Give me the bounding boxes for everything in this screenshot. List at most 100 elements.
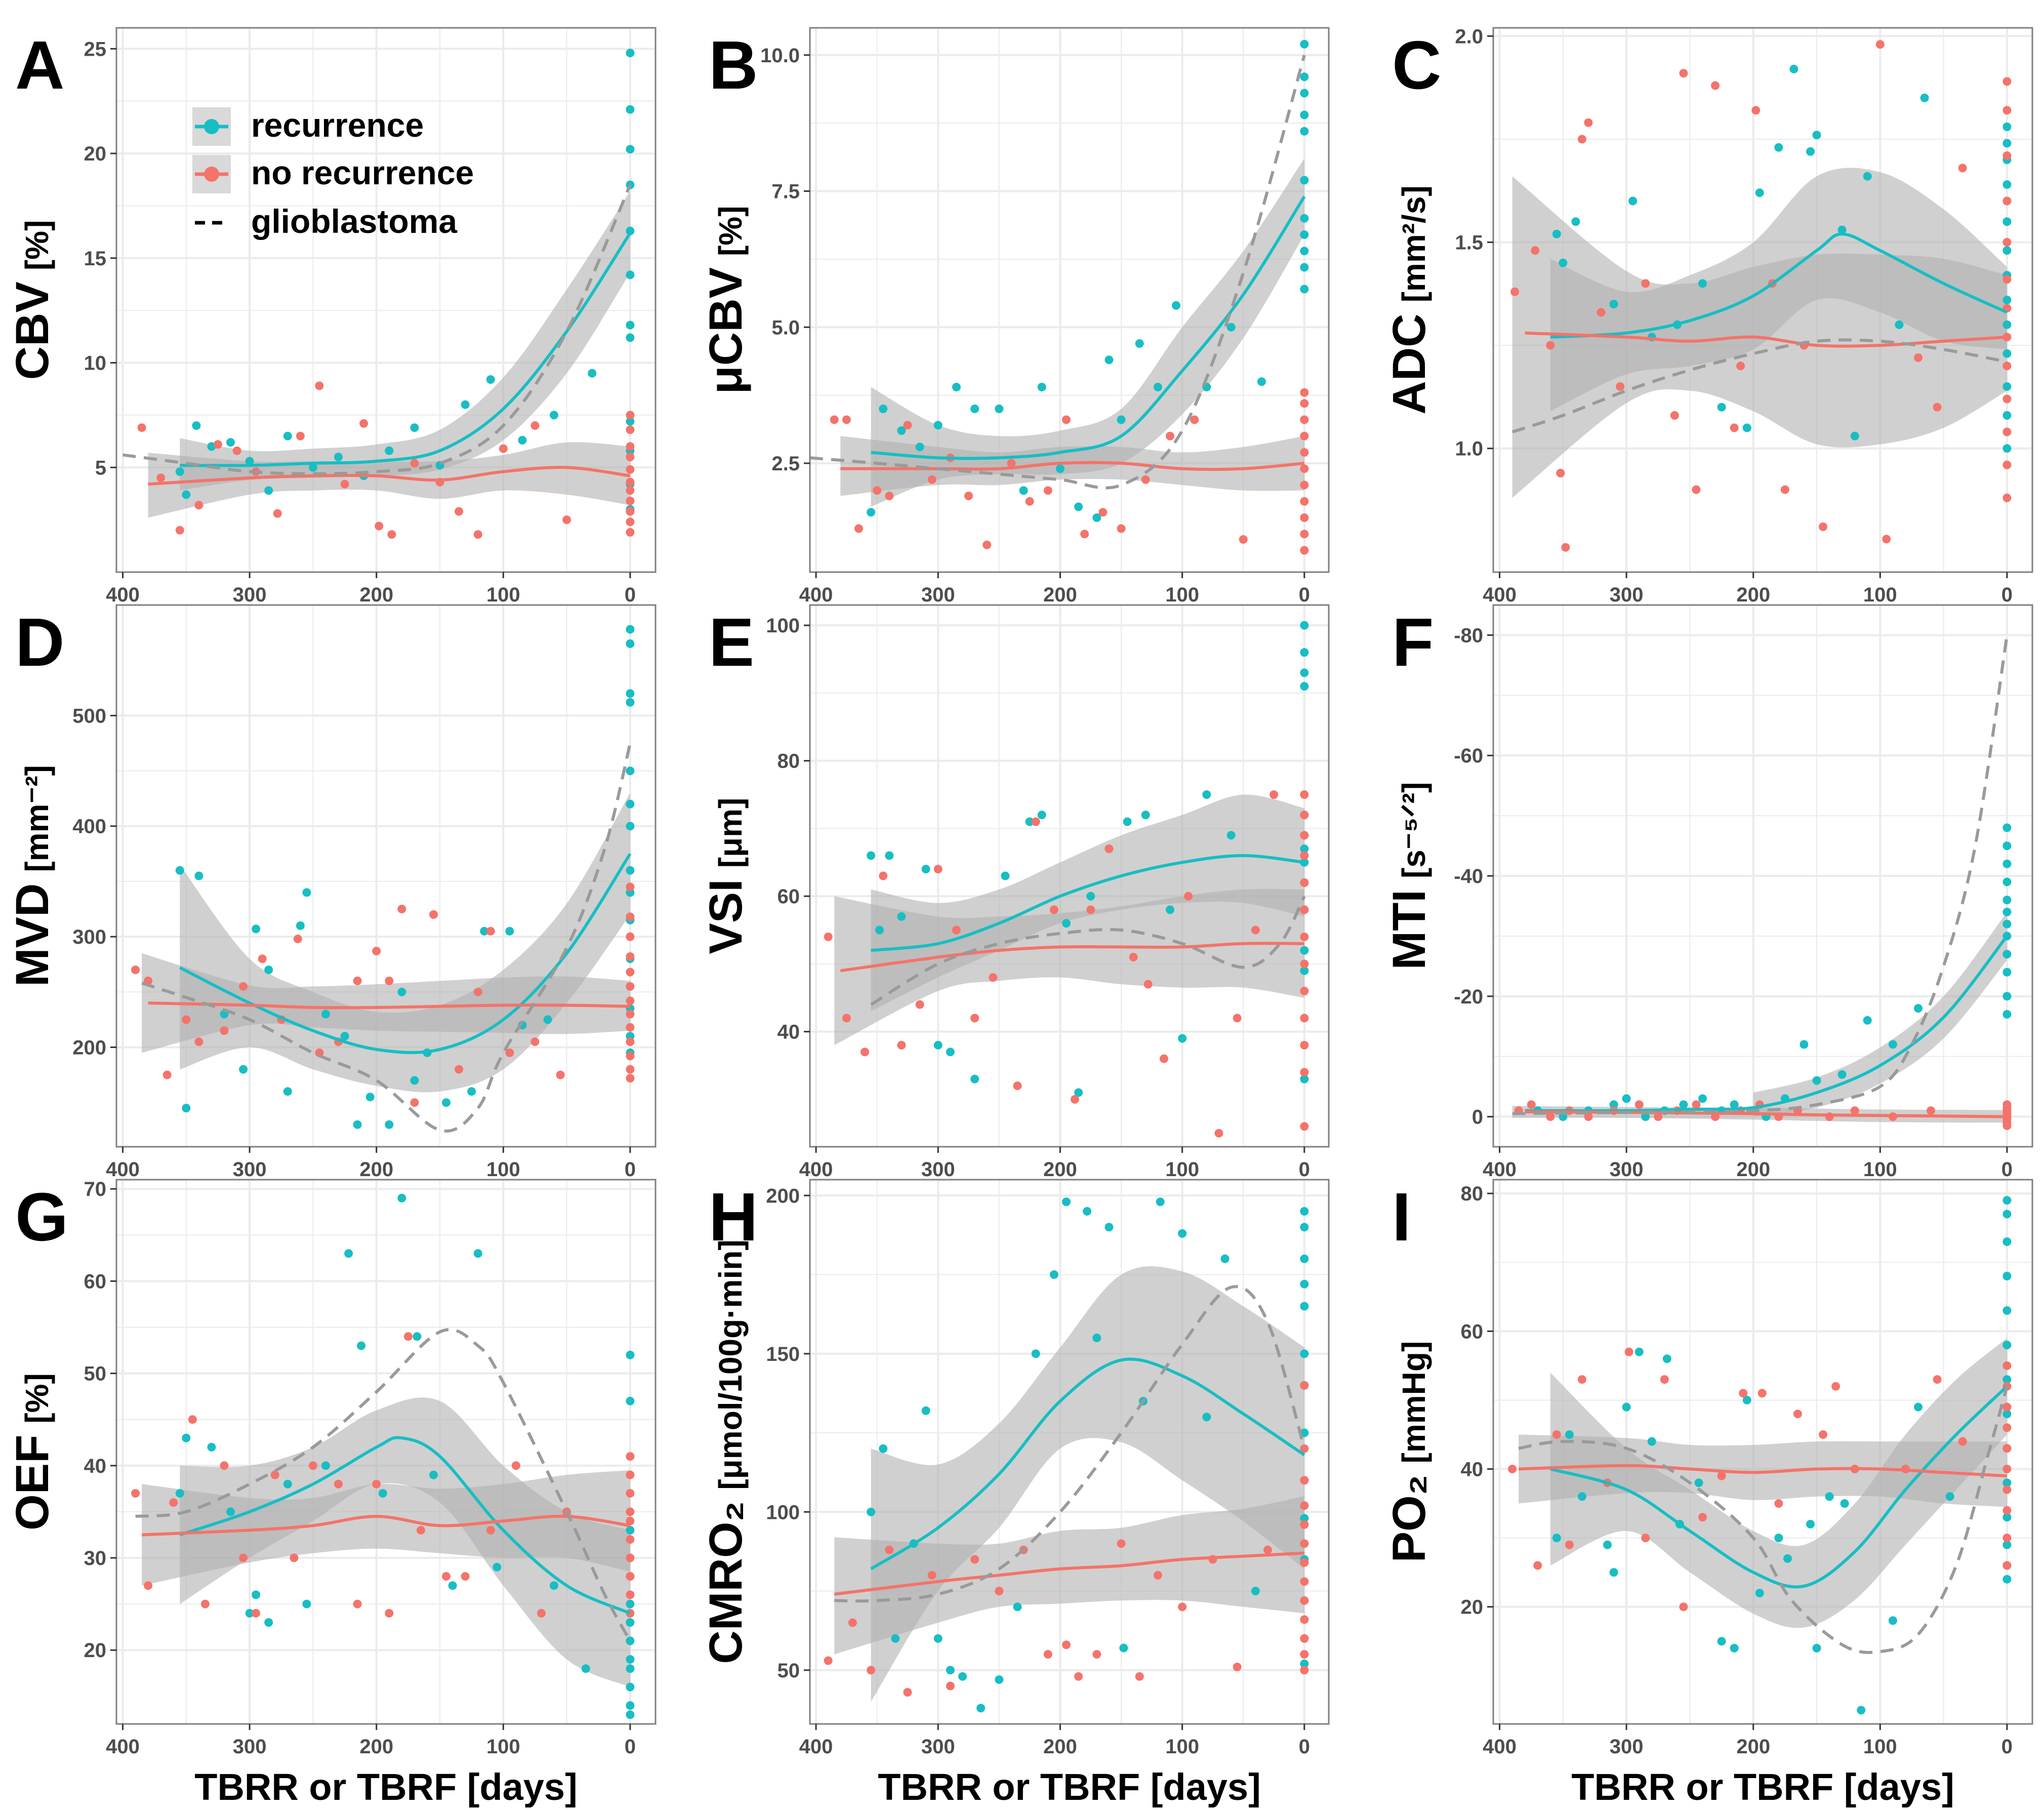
data-point-no-recurrence <box>2002 493 2012 502</box>
x-tick-label: 100 <box>1863 1158 1897 1181</box>
data-point-recurrence <box>626 1525 635 1535</box>
data-point-recurrence <box>245 1608 254 1618</box>
data-point-recurrence <box>1662 1354 1671 1363</box>
data-point-no-recurrence <box>1757 1389 1767 1398</box>
data-point-recurrence <box>2002 382 2012 391</box>
data-point-recurrence <box>1895 320 1904 329</box>
data-point-no-recurrence <box>290 1553 299 1562</box>
data-point-recurrence <box>2002 896 2012 905</box>
data-point-no-recurrence <box>403 1332 413 1341</box>
data-point-no-recurrence <box>964 492 973 500</box>
data-point-recurrence <box>626 689 635 698</box>
data-point-no-recurrence <box>1552 1430 1561 1439</box>
y-tick-label: 10 <box>84 352 107 375</box>
y-axis-unit: [%] <box>19 1373 55 1424</box>
data-point-recurrence <box>626 1396 635 1405</box>
panel-label: A <box>15 27 65 103</box>
data-point-recurrence <box>1565 1430 1574 1439</box>
data-point-recurrence <box>1257 377 1266 386</box>
data-point-no-recurrence <box>1300 1558 1309 1567</box>
y-tick-label: 80 <box>1461 1183 1484 1205</box>
panel-label: B <box>709 27 758 103</box>
x-tick-label: 200 <box>1736 1158 1770 1181</box>
y-axis-title: CBV [%] <box>7 220 58 380</box>
data-point-recurrence <box>182 1104 191 1113</box>
data-point-no-recurrence <box>1070 1095 1079 1104</box>
data-point-no-recurrence <box>1300 448 1309 457</box>
data-point-no-recurrence <box>1270 790 1278 799</box>
x-tick-label: 0 <box>1299 1736 1310 1758</box>
data-point-no-recurrence <box>188 1415 197 1424</box>
data-point-recurrence <box>1755 1589 1764 1597</box>
data-point-recurrence <box>1552 229 1561 238</box>
data-point-no-recurrence <box>1300 415 1309 424</box>
data-point-recurrence <box>1220 1254 1230 1263</box>
data-point-recurrence <box>626 105 635 114</box>
data-point-no-recurrence <box>933 865 943 874</box>
data-point-no-recurrence <box>867 1666 876 1675</box>
data-point-no-recurrence <box>1577 1375 1586 1384</box>
data-point-recurrence <box>252 924 261 934</box>
data-point-no-recurrence <box>442 1572 451 1581</box>
data-point-recurrence <box>1013 1602 1022 1612</box>
data-point-no-recurrence <box>2002 1361 2012 1370</box>
data-point-no-recurrence <box>626 1572 635 1581</box>
data-point-no-recurrence <box>1214 1129 1223 1138</box>
data-point-recurrence <box>626 320 635 330</box>
data-point-no-recurrence <box>1190 415 1199 424</box>
data-point-recurrence <box>410 423 419 432</box>
data-point-no-recurrence <box>387 530 396 539</box>
data-point-recurrence <box>543 1015 552 1024</box>
trend-line-no-recurrence <box>1525 331 2008 348</box>
x-tick-label: 100 <box>1165 1158 1199 1181</box>
data-point-no-recurrence <box>270 1470 279 1479</box>
data-point-recurrence <box>252 1590 261 1599</box>
data-point-recurrence <box>1135 339 1144 348</box>
data-point-recurrence <box>1123 817 1132 826</box>
data-point-recurrence <box>2002 296 2012 304</box>
data-point-recurrence <box>1300 89 1309 98</box>
data-point-no-recurrence <box>626 968 635 977</box>
data-point-recurrence <box>2002 217 2012 226</box>
trend-line-no-recurrence <box>148 466 631 486</box>
trend-line-glioblastoma <box>141 743 632 1133</box>
y-tick-label: 20 <box>84 1639 107 1662</box>
data-point-no-recurrence <box>194 501 203 510</box>
data-point-no-recurrence <box>903 421 912 430</box>
y-axis-name: μCBV <box>700 267 752 394</box>
data-point-recurrence <box>1300 230 1309 239</box>
data-point-no-recurrence <box>1527 1100 1536 1109</box>
data-point-recurrence <box>1156 1197 1165 1206</box>
data-point-no-recurrence <box>1584 118 1593 127</box>
data-point-recurrence <box>429 1470 438 1479</box>
panel-label: F <box>1392 604 1434 680</box>
data-point-no-recurrence <box>2002 1444 2012 1453</box>
data-point-no-recurrence <box>1141 475 1150 484</box>
data-point-recurrence <box>1227 323 1236 332</box>
data-point-no-recurrence <box>2002 1506 2012 1515</box>
data-point-no-recurrence <box>1654 1112 1663 1121</box>
y-tick-label: 5 <box>95 457 106 479</box>
data-point-recurrence <box>1086 892 1095 901</box>
x-tick-label: 400 <box>106 584 140 606</box>
trend-line-no-recurrence <box>840 942 1304 973</box>
trend-line-glioblastoma <box>834 1285 1306 1603</box>
panel-d-border <box>115 604 657 1148</box>
data-point-recurrence <box>626 1664 635 1673</box>
legend-label-glioblastoma: glioblastoma <box>251 203 458 240</box>
data-point-recurrence <box>378 1489 387 1498</box>
data-point-recurrence <box>1092 1334 1101 1342</box>
data-point-no-recurrence <box>879 871 888 880</box>
data-point-no-recurrence <box>1597 308 1606 317</box>
data-point-no-recurrence <box>220 1461 229 1470</box>
data-point-no-recurrence <box>175 526 184 535</box>
data-point-recurrence <box>1622 1094 1631 1103</box>
data-point-no-recurrence <box>885 492 894 500</box>
data-point-no-recurrence <box>239 1553 248 1562</box>
data-point-recurrence <box>1641 1112 1650 1121</box>
data-point-no-recurrence <box>1263 1545 1272 1554</box>
data-point-recurrence <box>879 1444 888 1453</box>
data-point-no-recurrence <box>1533 1561 1542 1570</box>
data-point-recurrence <box>1300 1279 1309 1289</box>
